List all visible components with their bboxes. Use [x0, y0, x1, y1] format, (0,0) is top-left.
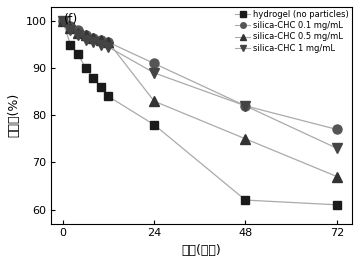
hydrogel (no particles): [152, 123, 156, 126]
silica-CHC 0.1 mg/mL: [76, 29, 80, 32]
Text: (f): (f): [64, 13, 78, 26]
silica-CHC 0.1 mg/mL: [61, 20, 65, 23]
silica-CHC 0.5 mg/mL: [61, 20, 65, 23]
silica-CHC 1 mg/mL: [99, 43, 103, 46]
silica-CHC 0.1 mg/mL: [68, 24, 73, 27]
silica-CHC 0.1 mg/mL: [152, 62, 156, 65]
silica-CHC 1 mg/mL: [83, 38, 88, 41]
hydrogel (no particles): [99, 86, 103, 89]
hydrogel (no particles): [243, 199, 248, 202]
hydrogel (no particles): [76, 53, 80, 56]
hydrogel (no particles): [335, 203, 339, 206]
silica-CHC 1 mg/mL: [68, 29, 73, 32]
silica-CHC 0.5 mg/mL: [152, 100, 156, 103]
Line: silica-CHC 1 mg/mL: silica-CHC 1 mg/mL: [58, 17, 341, 153]
silica-CHC 0.1 mg/mL: [106, 41, 111, 44]
silica-CHC 1 mg/mL: [335, 147, 339, 150]
silica-CHC 0.5 mg/mL: [91, 36, 95, 39]
silica-CHC 0.5 mg/mL: [243, 137, 248, 140]
silica-CHC 0.5 mg/mL: [83, 34, 88, 37]
hydrogel (no particles): [106, 95, 111, 98]
Legend: hydrogel (no particles), silica-CHC 0.1 mg/mL, silica-CHC 0.5 mg/mL, silica-CHC : hydrogel (no particles), silica-CHC 0.1 …: [234, 9, 350, 54]
Line: silica-CHC 0.1 mg/mL: silica-CHC 0.1 mg/mL: [58, 17, 341, 134]
silica-CHC 0.1 mg/mL: [243, 104, 248, 107]
Line: silica-CHC 0.5 mg/mL: silica-CHC 0.5 mg/mL: [58, 17, 341, 181]
silica-CHC 1 mg/mL: [243, 104, 248, 107]
hydrogel (no particles): [61, 20, 65, 23]
silica-CHC 1 mg/mL: [106, 45, 111, 49]
silica-CHC 0.1 mg/mL: [83, 34, 88, 37]
silica-CHC 0.1 mg/mL: [91, 36, 95, 39]
silica-CHC 0.5 mg/mL: [335, 175, 339, 178]
Line: hydrogel (no particles): hydrogel (no particles): [59, 17, 341, 209]
silica-CHC 0.5 mg/mL: [76, 31, 80, 34]
Y-axis label: 含水量(%): 含水量(%): [7, 93, 20, 138]
silica-CHC 0.5 mg/mL: [68, 27, 73, 30]
X-axis label: 时间(小时): 时间(小时): [182, 244, 222, 257]
silica-CHC 1 mg/mL: [152, 71, 156, 74]
silica-CHC 1 mg/mL: [61, 20, 65, 23]
hydrogel (no particles): [91, 76, 95, 79]
silica-CHC 0.1 mg/mL: [99, 38, 103, 41]
silica-CHC 1 mg/mL: [76, 34, 80, 37]
hydrogel (no particles): [68, 43, 73, 46]
silica-CHC 1 mg/mL: [91, 41, 95, 44]
silica-CHC 0.5 mg/mL: [106, 41, 111, 44]
hydrogel (no particles): [83, 67, 88, 70]
silica-CHC 0.5 mg/mL: [99, 38, 103, 41]
silica-CHC 0.1 mg/mL: [335, 128, 339, 131]
